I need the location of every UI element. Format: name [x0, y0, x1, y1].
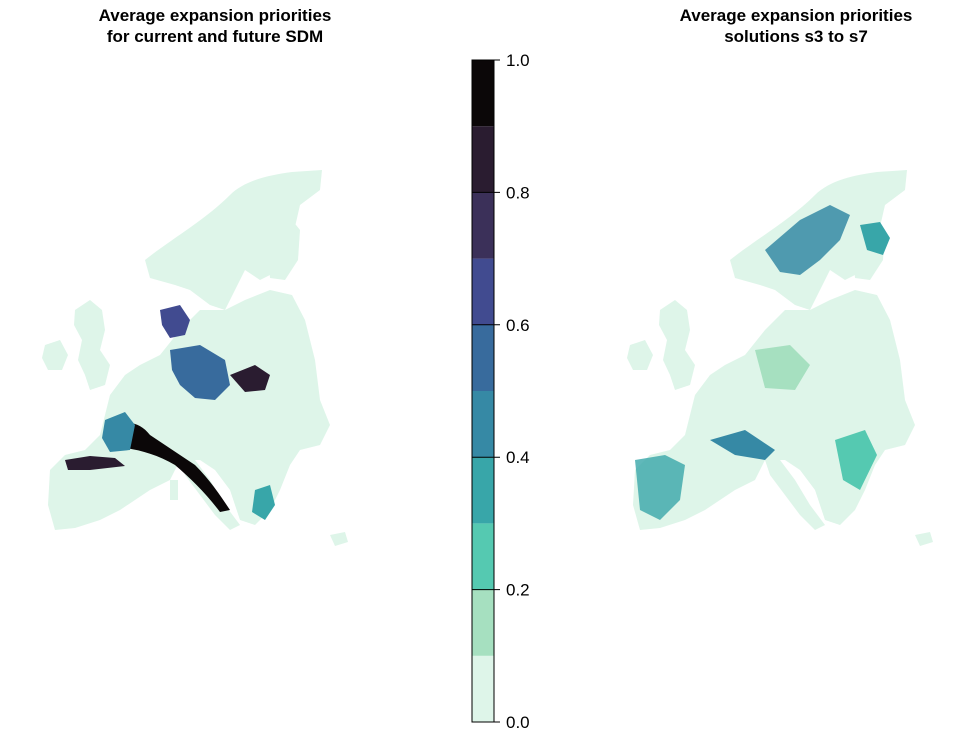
color-legend: 0.0 0.2 0.4 0.6 0.8 1.0: [471, 51, 530, 730]
alps-hotspot: [110, 422, 230, 512]
legend-tick-label: 0.4: [506, 448, 530, 467]
legend-ticks: 0.0 0.2 0.4 0.6 0.8 1.0: [472, 51, 530, 730]
legend-bin-1: [472, 589, 494, 656]
central-europe-hotspot: [170, 345, 230, 400]
pyrenees-hotspot: [65, 456, 125, 470]
germany-hotspot: [160, 305, 190, 338]
priority-hotspots: [635, 205, 890, 520]
priority-hotspots: [65, 305, 275, 520]
europe-landmass: [42, 170, 348, 546]
finland-hotspot: [860, 222, 890, 255]
legend-bin-9: [472, 60, 494, 127]
balkans-hotspot: [252, 485, 275, 520]
legend-bins: [472, 60, 494, 722]
legend-bin-3: [472, 457, 494, 524]
left-europe-map: [42, 170, 348, 546]
balkans-hotspot: [835, 430, 877, 490]
central-europe-hotspot: [755, 345, 810, 390]
legend-bin-5: [472, 324, 494, 391]
legend-tick-label: 1.0: [506, 51, 530, 70]
legend-bin-8: [472, 126, 494, 193]
carpathians-hotspot: [230, 365, 270, 392]
legend-tick-label: 0.0: [506, 713, 530, 730]
france-hotspot: [102, 412, 135, 452]
legend-tick-label: 0.8: [506, 183, 530, 202]
legend-bin-7: [472, 192, 494, 259]
legend-tick-label: 0.2: [506, 581, 530, 600]
scandinavia-hotspot: [765, 205, 850, 275]
left-map-title: Average expansion priorities for current…: [98, 6, 332, 46]
legend-bin-6: [472, 258, 494, 325]
right-map-title: Average expansion priorities solutions s…: [679, 6, 913, 46]
legend-bin-4: [472, 391, 494, 458]
legend-bin-2: [472, 523, 494, 590]
legend-tick-label: 0.6: [506, 316, 530, 335]
legend-bin-0: [472, 655, 494, 722]
right-europe-map: [627, 170, 933, 546]
alps-hotspot: [710, 430, 775, 460]
iberia-hotspot: [635, 455, 685, 520]
